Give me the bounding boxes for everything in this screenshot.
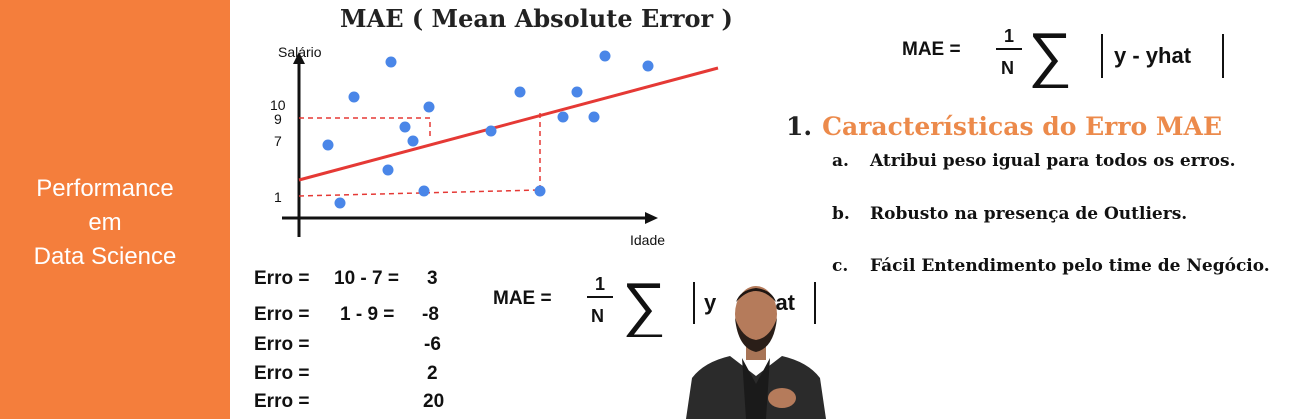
error-label-5: Erro = bbox=[254, 391, 310, 412]
mae-formula-middle: MAE = 1 N ∑ y hat bbox=[493, 271, 816, 337]
x-axis-arrow bbox=[645, 212, 658, 224]
error-value-2: -8 bbox=[422, 304, 439, 325]
sum-icon: ∑ bbox=[622, 271, 666, 337]
data-point bbox=[642, 60, 654, 72]
data-point bbox=[322, 139, 334, 151]
data-point bbox=[485, 125, 497, 137]
mae-formula-top: MAE = 1 N ∑ y - yhat bbox=[902, 21, 1224, 88]
formula-mid-lhs: MAE = bbox=[493, 288, 552, 309]
error-label-4: Erro = bbox=[254, 363, 310, 384]
list-item-letter: b. bbox=[832, 204, 850, 224]
data-point bbox=[348, 91, 360, 103]
formula-mid-y: y bbox=[704, 290, 717, 315]
formula-mid-den: N bbox=[591, 306, 604, 326]
list-item-letter: c. bbox=[832, 256, 849, 276]
guide-point-a bbox=[299, 117, 431, 138]
y-tick-7: 7 bbox=[274, 133, 282, 149]
sidebar-line-2: em bbox=[88, 209, 122, 236]
error-value-3: -6 bbox=[424, 334, 441, 355]
sum-icon: ∑ bbox=[1028, 21, 1072, 88]
error-value-1: 3 bbox=[427, 268, 438, 289]
presenter-face bbox=[735, 286, 777, 342]
x-axis-label: Idade bbox=[630, 232, 665, 248]
formula-top-num: 1 bbox=[1004, 26, 1014, 46]
data-point bbox=[514, 86, 526, 98]
formula-top-abs: y - yhat bbox=[1114, 43, 1192, 68]
list-item-text: Robusto na presença de Outliers. bbox=[870, 204, 1188, 224]
section-title: Características do Erro MAE bbox=[822, 112, 1222, 141]
data-point bbox=[407, 135, 419, 147]
data-point bbox=[588, 111, 600, 123]
error-label-2: Erro = bbox=[254, 304, 310, 325]
error-expr-2: 1 - 9 = bbox=[340, 304, 395, 325]
y-tick-1: 1 bbox=[274, 189, 282, 205]
section-heading: 1. Características do Erro MAE bbox=[786, 112, 1222, 141]
y-tick-10: 10 bbox=[270, 97, 286, 113]
presenter-shirt bbox=[742, 358, 770, 419]
error-value-5: 20 bbox=[423, 391, 445, 412]
formula-top-den: N bbox=[1001, 58, 1014, 78]
y-axis-label: Salário bbox=[278, 44, 322, 60]
data-point bbox=[599, 50, 611, 62]
sidebar-line-1: Performance bbox=[36, 175, 174, 202]
list-item-letter: a. bbox=[832, 151, 849, 171]
y-tick-9: 9 bbox=[274, 111, 282, 127]
presenter-video-overlay bbox=[686, 286, 826, 419]
sidebar-line-3: Data Science bbox=[33, 243, 177, 270]
list-item-text: Atribui peso igual para todos os erros. bbox=[870, 151, 1236, 171]
data-point bbox=[399, 121, 411, 133]
data-point bbox=[334, 197, 346, 209]
presenter-hand bbox=[768, 388, 796, 408]
error-expr-1: 10 - 7 = bbox=[334, 268, 399, 289]
slide-title: MAE ( Mean Absolute Error ) bbox=[340, 4, 733, 33]
data-points bbox=[322, 50, 654, 209]
presenter-beard bbox=[735, 318, 777, 352]
data-point bbox=[534, 185, 546, 197]
list-item: a. Atribui peso igual para todos os erros… bbox=[832, 151, 1236, 171]
error-label-3: Erro = bbox=[254, 334, 310, 355]
data-point bbox=[557, 111, 569, 123]
formula-mid-num: 1 bbox=[595, 274, 605, 294]
regression-line bbox=[298, 66, 719, 182]
scatter-plot: Salário Idade 10 9 7 1 bbox=[270, 44, 719, 248]
presenter-hair bbox=[736, 288, 776, 302]
section-number: 1. bbox=[786, 112, 813, 141]
data-point bbox=[571, 86, 583, 98]
list-item-text: Fácil Entendimento pelo time de Negócio. bbox=[870, 256, 1270, 276]
sidebar-panel: Performance em Data Science bbox=[0, 0, 230, 419]
formula-top-lhs: MAE = bbox=[902, 39, 961, 60]
data-point bbox=[423, 101, 435, 113]
list-item: b. Robusto na presença de Outliers. bbox=[832, 204, 1187, 224]
data-point bbox=[418, 185, 430, 197]
data-point bbox=[385, 56, 397, 68]
list-item: c. Fácil Entendimento pelo time de Negóci… bbox=[832, 256, 1270, 276]
y-axis-arrow bbox=[293, 52, 305, 64]
error-label-1: Erro = bbox=[254, 268, 310, 289]
error-value-4: 2 bbox=[427, 363, 438, 384]
data-point bbox=[382, 164, 394, 176]
